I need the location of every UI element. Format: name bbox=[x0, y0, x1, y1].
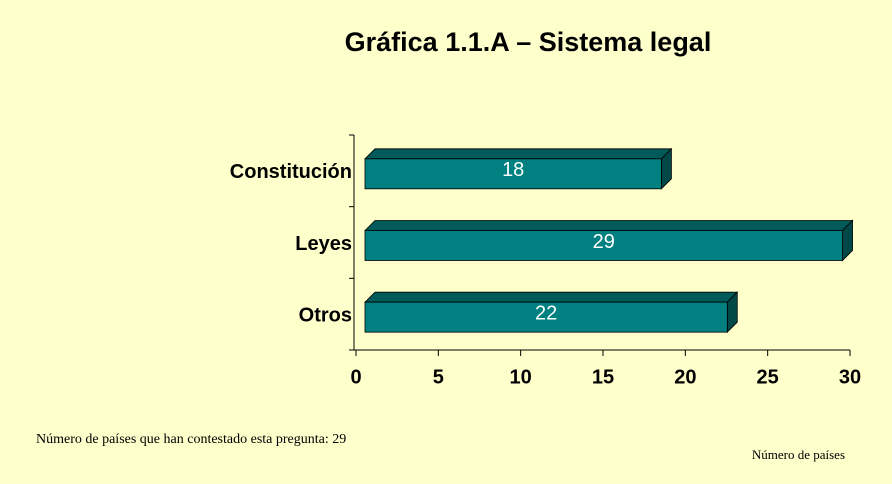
x-tick-label: 25 bbox=[757, 366, 779, 388]
bar bbox=[364, 291, 739, 334]
x-tick-label: 20 bbox=[674, 366, 696, 388]
bar-top bbox=[364, 148, 673, 160]
bar-top bbox=[364, 220, 854, 231]
x-tick-label: 0 bbox=[350, 366, 361, 388]
y-tick-label: Otros bbox=[299, 304, 352, 326]
value-label: 18 bbox=[502, 159, 524, 181]
x-tick-label: 5 bbox=[433, 366, 444, 388]
bar bbox=[364, 147, 673, 190]
value-label: 22 bbox=[535, 302, 557, 324]
bar bbox=[364, 219, 854, 262]
note: Número de países que han contestado esta… bbox=[36, 432, 346, 447]
y-tick-label: Leyes bbox=[295, 233, 352, 255]
bar-front bbox=[364, 158, 662, 190]
x-tick-label: 15 bbox=[592, 366, 614, 388]
y-tick-label: Constitución bbox=[230, 161, 352, 183]
bar-front bbox=[364, 230, 843, 261]
bar-top bbox=[364, 291, 739, 303]
x-axis-label: Número de países bbox=[752, 447, 845, 462]
value-label: 29 bbox=[593, 231, 615, 253]
x-tick-label: 10 bbox=[510, 366, 532, 388]
x-tick-label: 30 bbox=[839, 366, 861, 388]
chart-title: Gráfica 1.1.A – Sistema legal bbox=[345, 27, 712, 57]
bar-front bbox=[364, 301, 728, 333]
